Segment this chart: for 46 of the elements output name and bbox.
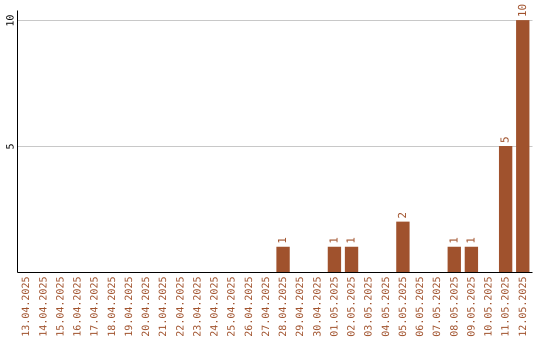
x-tick-label: 17.04.2025	[90, 276, 101, 337]
x-tick-label: 04.05.2025	[380, 276, 392, 337]
x-tick-label: 07.05.2025	[432, 276, 444, 337]
data-label: 1	[276, 237, 290, 244]
bar	[498, 146, 512, 272]
bar	[396, 222, 410, 272]
x-tick-label: 21.04.2025	[158, 276, 170, 337]
x-tick-label: 27.04.2025	[260, 276, 272, 337]
bar	[344, 246, 358, 272]
bar	[516, 20, 530, 272]
x-tick-label: 05.05.2025	[398, 276, 409, 337]
x-tick-label: 22.04.2025	[175, 276, 186, 337]
x-tick-label: 02.05.2025	[346, 276, 358, 337]
x-tick-label: 10.05.2025	[484, 276, 495, 337]
x-tick-label: 13.04.2025	[21, 276, 32, 337]
x-tick-label: 01.05.2025	[329, 276, 340, 337]
bar	[448, 246, 461, 272]
x-tick-label: 29.04.2025	[295, 276, 306, 337]
x-tick-label: 20.04.2025	[141, 276, 152, 337]
x-tick-label: 30.04.2025	[312, 276, 324, 337]
x-tick-label: 08.05.2025	[449, 276, 460, 337]
x-tick-label: 09.05.2025	[466, 276, 478, 337]
x-tick-label: 06.05.2025	[415, 276, 426, 337]
bar	[328, 246, 342, 272]
x-tick-label: 23.04.2025	[192, 276, 204, 337]
x-tick-label: 26.04.2025	[244, 276, 255, 337]
x-tick-label: 15.04.2025	[55, 276, 66, 337]
data-label: 1	[344, 237, 358, 244]
data-label: 10	[516, 4, 529, 18]
x-tick-label: 12.05.2025	[518, 276, 529, 337]
data-label: 5	[498, 136, 512, 144]
data-label: 1	[327, 237, 340, 244]
x-tick-label: 24.04.2025	[210, 276, 221, 337]
x-tick-label: 19.04.2025	[124, 276, 135, 337]
x-tick-label: 28.04.2025	[278, 276, 290, 337]
x-tick-label: 16.04.2025	[72, 276, 84, 337]
x-tick-label: 11.05.2025	[500, 276, 512, 337]
x-tick-label: 03.05.2025	[364, 276, 375, 337]
data-label: 1	[447, 237, 460, 244]
x-tick-label: 18.04.2025	[106, 276, 118, 337]
x-tick-label: 14.04.2025	[38, 276, 50, 337]
bar	[464, 246, 478, 272]
data-label: 2	[396, 212, 409, 219]
data-label: 1	[464, 237, 478, 244]
x-tick-label: 25.04.2025	[226, 276, 238, 337]
bar	[276, 246, 290, 272]
